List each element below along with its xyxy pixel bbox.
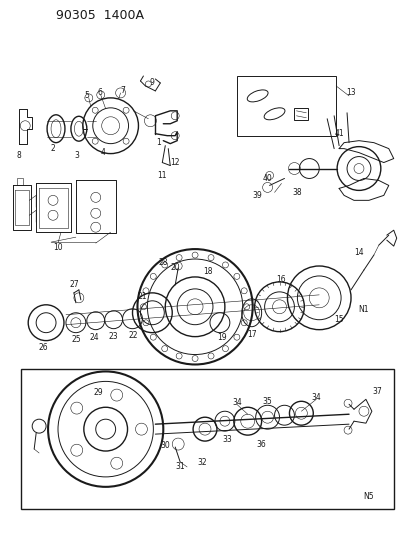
Text: 4: 4	[100, 148, 105, 157]
Text: 16: 16	[276, 276, 286, 285]
Bar	[294, 108, 308, 120]
Text: 14: 14	[353, 247, 363, 256]
Text: 38: 38	[292, 188, 301, 197]
Text: 5: 5	[84, 91, 89, 100]
Text: 3: 3	[74, 151, 79, 160]
Text: 24: 24	[90, 333, 100, 342]
Text: 6: 6	[97, 88, 102, 98]
Text: 28: 28	[158, 257, 168, 266]
Bar	[236, 76, 335, 136]
Text: 21: 21	[138, 292, 147, 301]
Text: 2: 2	[50, 144, 55, 153]
Text: 13: 13	[345, 88, 355, 98]
Text: 18: 18	[203, 268, 212, 277]
Text: 90305  1400A: 90305 1400A	[56, 9, 144, 22]
Bar	[21, 369, 393, 508]
Text: 40: 40	[262, 174, 272, 183]
Text: 23: 23	[109, 332, 118, 341]
Text: 34: 34	[311, 393, 320, 402]
Text: 10: 10	[53, 243, 63, 252]
Text: N1: N1	[358, 305, 368, 314]
Text: 30: 30	[160, 441, 170, 449]
Text: 11: 11	[157, 171, 167, 180]
Text: 33: 33	[221, 434, 231, 443]
Text: 15: 15	[333, 315, 343, 324]
Text: N5: N5	[363, 492, 373, 502]
Text: 19: 19	[216, 333, 226, 342]
Text: 8: 8	[17, 151, 21, 160]
Text: 1: 1	[156, 138, 160, 147]
Text: 31: 31	[175, 463, 185, 472]
Text: 27: 27	[69, 280, 78, 289]
Text: 20: 20	[170, 263, 180, 272]
Text: 41: 41	[333, 129, 343, 138]
Text: 12: 12	[170, 158, 180, 167]
Text: 36: 36	[256, 440, 266, 449]
Text: 9: 9	[150, 78, 154, 87]
Text: 35: 35	[262, 397, 272, 406]
Text: 22: 22	[128, 331, 138, 340]
Text: 7: 7	[120, 86, 125, 95]
Text: 17: 17	[246, 330, 256, 339]
Text: 39: 39	[252, 191, 262, 200]
Text: 34: 34	[231, 398, 241, 407]
Text: 29: 29	[94, 388, 103, 397]
Text: 32: 32	[197, 458, 206, 467]
Text: 25: 25	[71, 335, 81, 344]
Text: 37: 37	[371, 387, 381, 396]
Text: 26: 26	[38, 343, 48, 352]
